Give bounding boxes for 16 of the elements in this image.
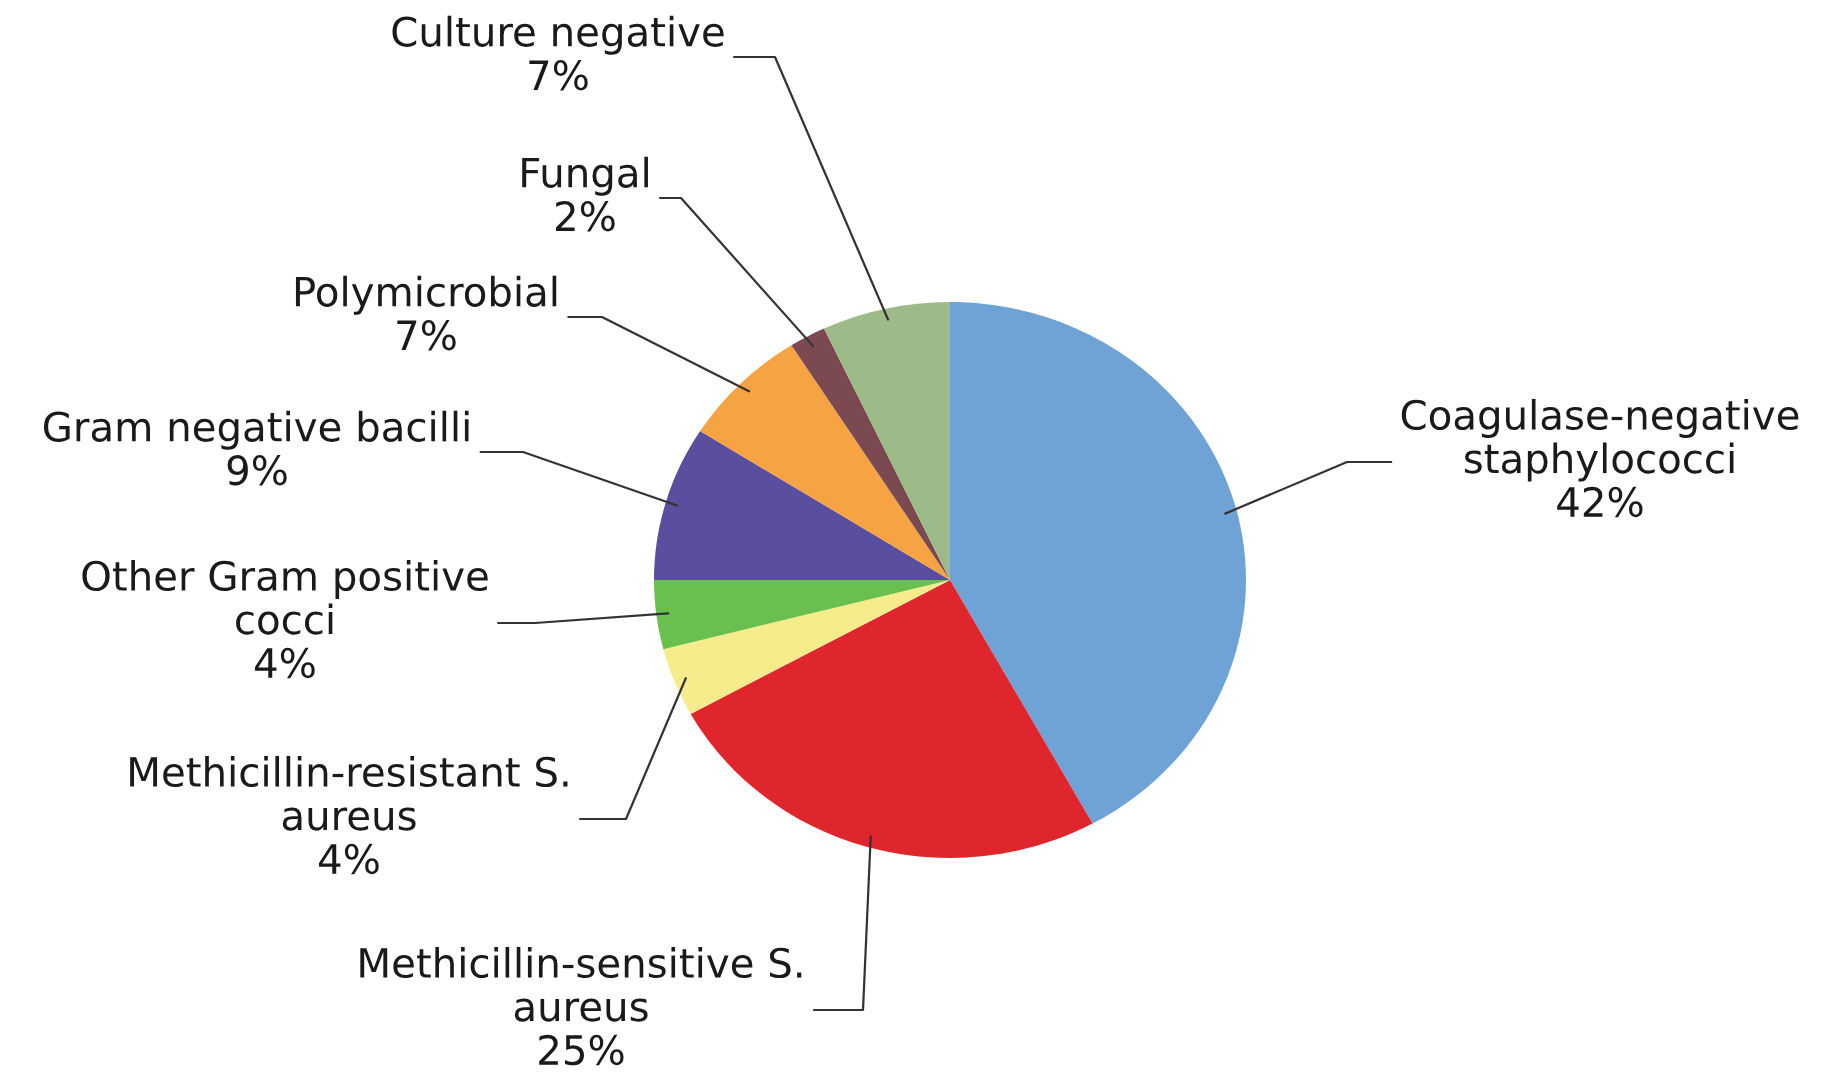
data-label: 2% [556, 201, 615, 232]
slice-label: Culture negative [392, 15, 724, 55]
data-label: 4% [255, 647, 315, 679]
data-label: 25% [539, 1034, 624, 1066]
data-label: 7% [529, 60, 588, 91]
slice-label: Coagulase-negative staphylococci [1401, 398, 1799, 482]
data-label: 9% [227, 455, 287, 486]
slice-label: Fungal [522, 156, 648, 196]
slice-label: Gram negative bacilli [43, 410, 469, 450]
data-label: 7% [397, 320, 456, 351]
data-label: 42% [1557, 486, 1643, 518]
slice-label: Methicillin-sensitive S. aureus [360, 946, 802, 1022]
slice-label: Other Gram positive cocci [82, 559, 488, 635]
slice-label: Methicillin-resistant S. aureus [130, 755, 568, 831]
data-label: 4% [319, 843, 379, 875]
slice-label: Polymicrobial [295, 275, 557, 315]
